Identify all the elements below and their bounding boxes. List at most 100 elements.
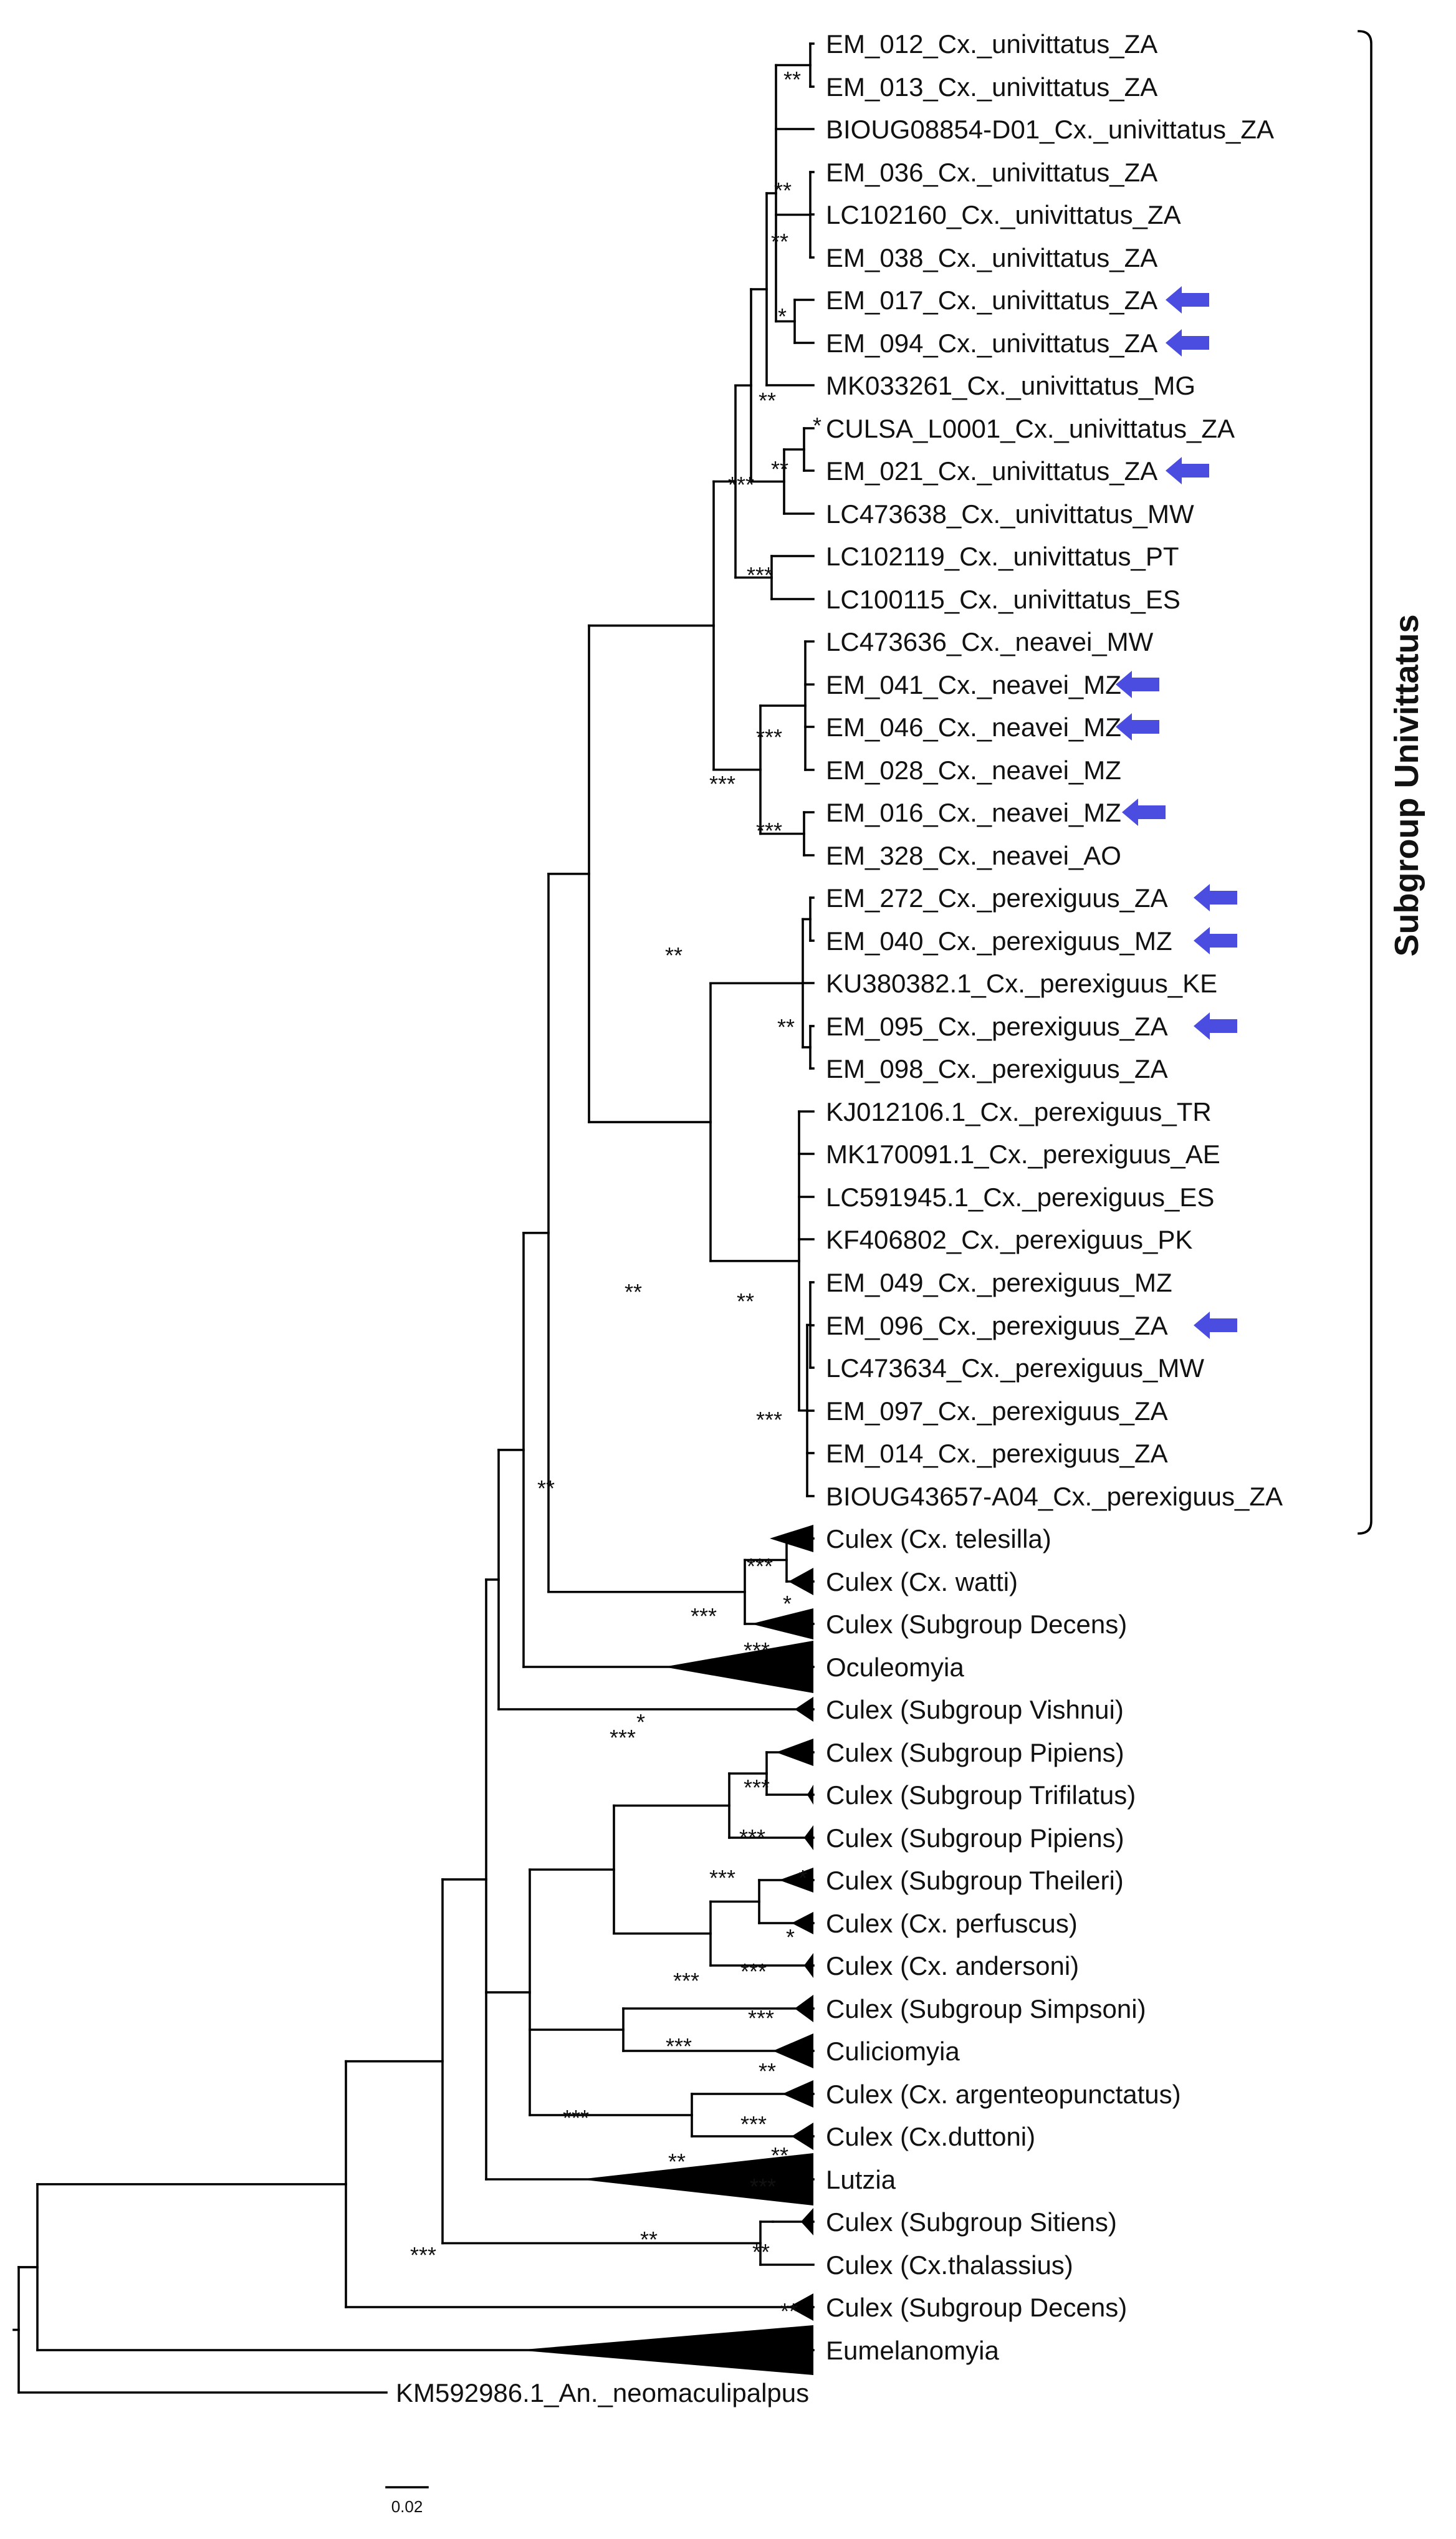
support-label: ** — [759, 2058, 776, 2084]
tip-label: EM_041_Cx._neavei_MZ — [826, 670, 1121, 699]
collapsed-clade-triangle — [804, 1825, 813, 1850]
tip-label: EM_094_Cx._univittatus_ZA — [826, 329, 1157, 358]
left-arrow-icon — [1116, 713, 1159, 741]
support-label: *** — [610, 1725, 636, 1750]
support-label: *** — [666, 2033, 692, 2059]
tip-label: LC591945.1_Cx._perexiguus_ES — [826, 1183, 1214, 1212]
support-label: ** — [780, 2298, 798, 2324]
tip-label: Culex (Subgroup Pipiens) — [826, 1738, 1124, 1767]
tip-label: Culex (Subgroup Vishnui) — [826, 1695, 1124, 1724]
support-label: * — [778, 304, 787, 329]
support-label: *** — [740, 2111, 767, 2137]
support-label: *** — [747, 1553, 773, 1579]
tip-label: Culex (Cx. andersoni) — [826, 1951, 1079, 1980]
tip-label: CULSA_L0001_Cx._univittatus_ZA — [826, 414, 1235, 443]
collapsed-clade-triangle — [792, 2123, 813, 2150]
support-label: ** — [625, 1279, 642, 1305]
highlight-arrows — [1116, 286, 1237, 1339]
support-label: ** — [771, 456, 788, 482]
support-label: * — [636, 1709, 645, 1735]
support-label: *** — [563, 2105, 589, 2131]
tip-label: Culex (Subgroup Trifilatus) — [826, 1780, 1136, 1810]
tip-label: Eumelanomyia — [826, 2336, 999, 2365]
tip-label: KF406802_Cx._perexiguus_PK — [826, 1225, 1192, 1254]
left-arrow-icon — [1194, 1312, 1237, 1339]
left-arrow-icon — [1194, 884, 1237, 911]
tip-label: EM_038_Cx._univittatus_ZA — [826, 243, 1157, 272]
tip-label: EM_021_Cx._univittatus_ZA — [826, 456, 1157, 486]
left-arrow-icon — [1166, 457, 1209, 484]
tip-label: LC102160_Cx._univittatus_ZA — [826, 200, 1181, 229]
subgroup-bracket — [1358, 30, 1372, 1535]
support-label: ** — [774, 178, 792, 203]
tip-label: Culex (Subgroup Sitiens) — [826, 2207, 1117, 2237]
support-label: ** — [737, 1289, 754, 1314]
support-label: *** — [740, 1959, 767, 1984]
tip-label: Culex (Subgroup Decens) — [826, 1610, 1127, 1639]
tip-label: Culiciomyia — [826, 2037, 960, 2066]
tip-labels: EM_012_Cx._univittatus_ZA EM_013_Cx._univ… — [396, 29, 1283, 2407]
tip-label: Culex (Subgroup Decens) — [826, 2293, 1127, 2322]
collapsed-clade-triangle — [795, 1697, 813, 1722]
support-label: *** — [747, 562, 773, 588]
tip-label: Culex (Cx. perfuscus) — [826, 1909, 1078, 1938]
left-arrow-icon — [1116, 671, 1159, 698]
support-label: * — [783, 1591, 792, 1616]
tip-label: EM_096_Cx._perexiguus_ZA — [826, 1311, 1168, 1340]
tip-label: EM_095_Cx._perexiguus_ZA — [826, 1012, 1168, 1041]
collapsed-clade-triangle — [801, 2208, 813, 2235]
tip-label: LC100115_Cx._univittatus_ES — [826, 585, 1181, 614]
support-label: *** — [709, 1865, 735, 1891]
tip-label: BIOUG08854-D01_Cx._univittatus_ZA — [826, 115, 1274, 144]
support-label: ** — [752, 2239, 770, 2265]
tip-label: EM_328_Cx._neavei_AO — [826, 841, 1121, 870]
tip-label: Culex (Cx. watti) — [826, 1567, 1018, 1596]
tip-label: Culex (Subgroup Simpsoni) — [826, 1994, 1146, 2023]
collapsed-clade-triangle — [779, 1868, 813, 1893]
tip-label: EM_040_Cx._perexiguus_MZ — [826, 926, 1172, 956]
support-label: ** — [783, 67, 801, 92]
collapsed-clade-triangle — [773, 2033, 813, 2068]
tip-label: KJ012106.1_Cx._perexiguus_TR — [826, 1097, 1212, 1126]
tip-label: MK170091.1_Cx._perexiguus_AE — [826, 1140, 1220, 1169]
support-label: *** — [756, 1407, 782, 1433]
support-label: *** — [410, 2242, 436, 2268]
collapsed-clades — [517, 1525, 813, 2375]
collapsed-clade-triangle — [792, 1912, 813, 1934]
collapsed-clade-triangle — [517, 2325, 813, 2375]
tip-label: Culex (Cx.duttoni) — [826, 2122, 1035, 2151]
tip-label: Oculeomyia — [826, 1653, 964, 1682]
tip-label: KU380382.1_Cx._perexiguus_KE — [826, 969, 1217, 998]
tip-label: Culex (Subgroup Pipiens) — [826, 1823, 1124, 1853]
tip-label: MK033261_Cx._univittatus_MG — [826, 371, 1195, 400]
support-label: ** — [771, 2143, 788, 2168]
tip-label: EM_013_Cx._univittatus_ZA — [826, 72, 1157, 102]
tip-label: EM_017_Cx._univittatus_ZA — [826, 286, 1157, 315]
support-label: ** — [777, 1014, 795, 1040]
tip-label: LC102119_Cx._univittatus_PT — [826, 542, 1179, 571]
support-label: *** — [744, 1775, 770, 1800]
tip-label: Culex (Cx.thalassius) — [826, 2250, 1073, 2280]
support-label: * — [798, 1865, 807, 1891]
support-label: ** — [537, 1476, 555, 1501]
tip-label: KM592986.1_An._neomaculipalpus — [396, 2378, 809, 2407]
support-label: *** — [709, 771, 735, 797]
left-arrow-icon — [1122, 799, 1166, 826]
left-arrow-icon — [1166, 329, 1209, 357]
support-label: * — [786, 1924, 795, 1950]
collapsed-clade-triangle — [795, 1995, 813, 2022]
support-label: *** — [728, 472, 754, 497]
tip-label: EM_028_Cx._neavei_MZ — [826, 756, 1121, 785]
support-label: *** — [673, 1968, 699, 1994]
support-label: *** — [756, 818, 782, 843]
collapsed-clade-triangle — [782, 2080, 813, 2108]
tip-label: EM_014_Cx._perexiguus_ZA — [826, 1439, 1168, 1468]
tip-label: LC473634_Cx._perexiguus_MW — [826, 1353, 1204, 1383]
scale-bar-label: 0.02 — [391, 2497, 423, 2516]
support-label: *** — [756, 724, 782, 750]
collapsed-clade-triangle — [776, 1739, 813, 1766]
tip-label: EM_097_Cx._perexiguus_ZA — [826, 1396, 1168, 1426]
support-label: *** — [739, 1825, 765, 1850]
tip-label: EM_046_Cx._neavei_MZ — [826, 713, 1121, 742]
